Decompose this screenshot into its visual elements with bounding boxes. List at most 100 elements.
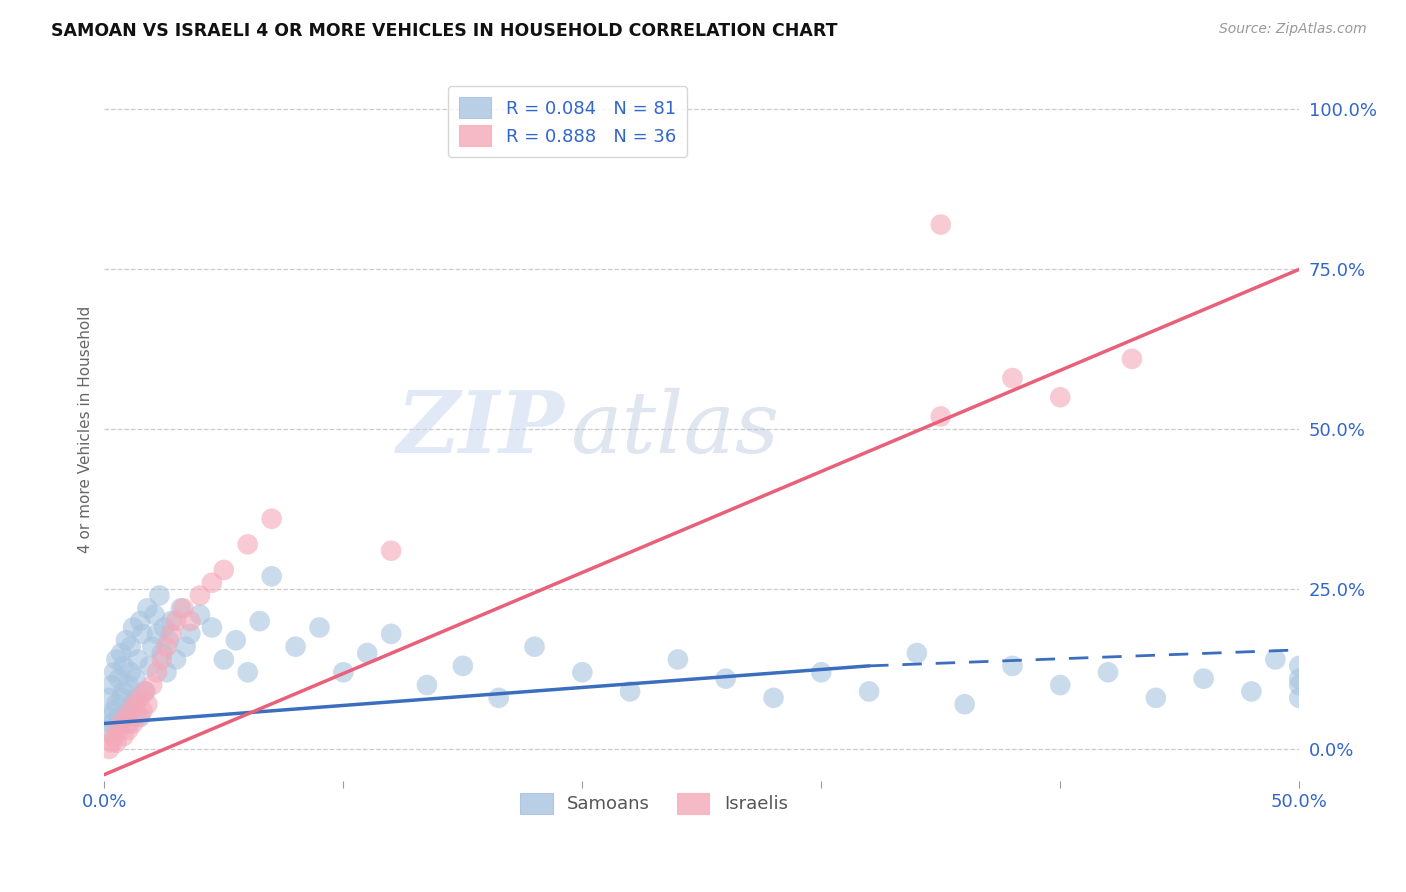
- Point: [146, 627, 169, 641]
- Point: [105, 698, 128, 712]
- Point: [188, 589, 211, 603]
- Point: [98, 690, 121, 705]
- Point: [179, 614, 201, 628]
- Point: [105, 652, 128, 666]
- Point: [112, 658, 135, 673]
- Point: [117, 716, 139, 731]
- Point: [619, 684, 641, 698]
- Point: [117, 723, 139, 737]
- Point: [201, 620, 224, 634]
- Point: [356, 646, 378, 660]
- Point: [127, 652, 149, 666]
- Point: [122, 716, 145, 731]
- Point: [225, 633, 247, 648]
- Point: [165, 614, 187, 628]
- Point: [120, 640, 142, 654]
- Point: [160, 614, 183, 628]
- Point: [107, 723, 129, 737]
- Point: [1097, 665, 1119, 680]
- Point: [124, 698, 146, 712]
- Point: [929, 218, 952, 232]
- Point: [124, 672, 146, 686]
- Point: [143, 607, 166, 622]
- Point: [905, 646, 928, 660]
- Point: [165, 652, 187, 666]
- Point: [120, 665, 142, 680]
- Text: SAMOAN VS ISRAELI 4 OR MORE VEHICLES IN HOUSEHOLD CORRELATION CHART: SAMOAN VS ISRAELI 4 OR MORE VEHICLES IN …: [51, 22, 837, 40]
- Text: atlas: atlas: [571, 388, 779, 471]
- Point: [249, 614, 271, 628]
- Point: [131, 627, 153, 641]
- Y-axis label: 4 or more Vehicles in Household: 4 or more Vehicles in Household: [79, 306, 93, 553]
- Point: [103, 665, 125, 680]
- Point: [136, 698, 159, 712]
- Point: [1288, 658, 1310, 673]
- Point: [124, 690, 146, 705]
- Point: [146, 665, 169, 680]
- Point: [157, 633, 180, 648]
- Point: [1049, 678, 1071, 692]
- Point: [134, 684, 156, 698]
- Point: [141, 640, 163, 654]
- Point: [1192, 672, 1215, 686]
- Point: [100, 678, 122, 692]
- Point: [136, 601, 159, 615]
- Point: [103, 729, 125, 743]
- Point: [115, 633, 138, 648]
- Point: [1288, 672, 1310, 686]
- Point: [115, 704, 138, 718]
- Point: [488, 690, 510, 705]
- Point: [131, 704, 153, 718]
- Point: [115, 710, 138, 724]
- Point: [188, 607, 211, 622]
- Point: [141, 678, 163, 692]
- Point: [172, 601, 194, 615]
- Point: [416, 678, 439, 692]
- Point: [380, 543, 402, 558]
- Point: [107, 710, 129, 724]
- Point: [308, 620, 330, 634]
- Point: [1121, 351, 1143, 366]
- Point: [179, 627, 201, 641]
- Point: [284, 640, 307, 654]
- Point: [1288, 678, 1310, 692]
- Point: [150, 646, 173, 660]
- Point: [451, 658, 474, 673]
- Point: [155, 640, 177, 654]
- Point: [260, 512, 283, 526]
- Point: [112, 684, 135, 698]
- Point: [174, 640, 197, 654]
- Point: [236, 537, 259, 551]
- Point: [212, 563, 235, 577]
- Point: [98, 710, 121, 724]
- Point: [1264, 652, 1286, 666]
- Point: [953, 698, 976, 712]
- Point: [98, 742, 121, 756]
- Point: [103, 704, 125, 718]
- Point: [153, 620, 176, 634]
- Point: [332, 665, 354, 680]
- Point: [129, 690, 152, 705]
- Text: ZIP: ZIP: [396, 387, 564, 471]
- Point: [1001, 658, 1024, 673]
- Point: [762, 690, 785, 705]
- Point: [1288, 690, 1310, 705]
- Point: [110, 690, 132, 705]
- Point: [148, 589, 170, 603]
- Point: [236, 665, 259, 680]
- Point: [122, 698, 145, 712]
- Point: [666, 652, 689, 666]
- Point: [155, 665, 177, 680]
- Point: [1240, 684, 1263, 698]
- Point: [105, 736, 128, 750]
- Point: [100, 736, 122, 750]
- Point: [110, 716, 132, 731]
- Point: [1144, 690, 1167, 705]
- Point: [107, 672, 129, 686]
- Point: [96, 723, 118, 737]
- Point: [1001, 371, 1024, 385]
- Point: [110, 646, 132, 660]
- Point: [523, 640, 546, 654]
- Point: [139, 658, 162, 673]
- Point: [170, 601, 193, 615]
